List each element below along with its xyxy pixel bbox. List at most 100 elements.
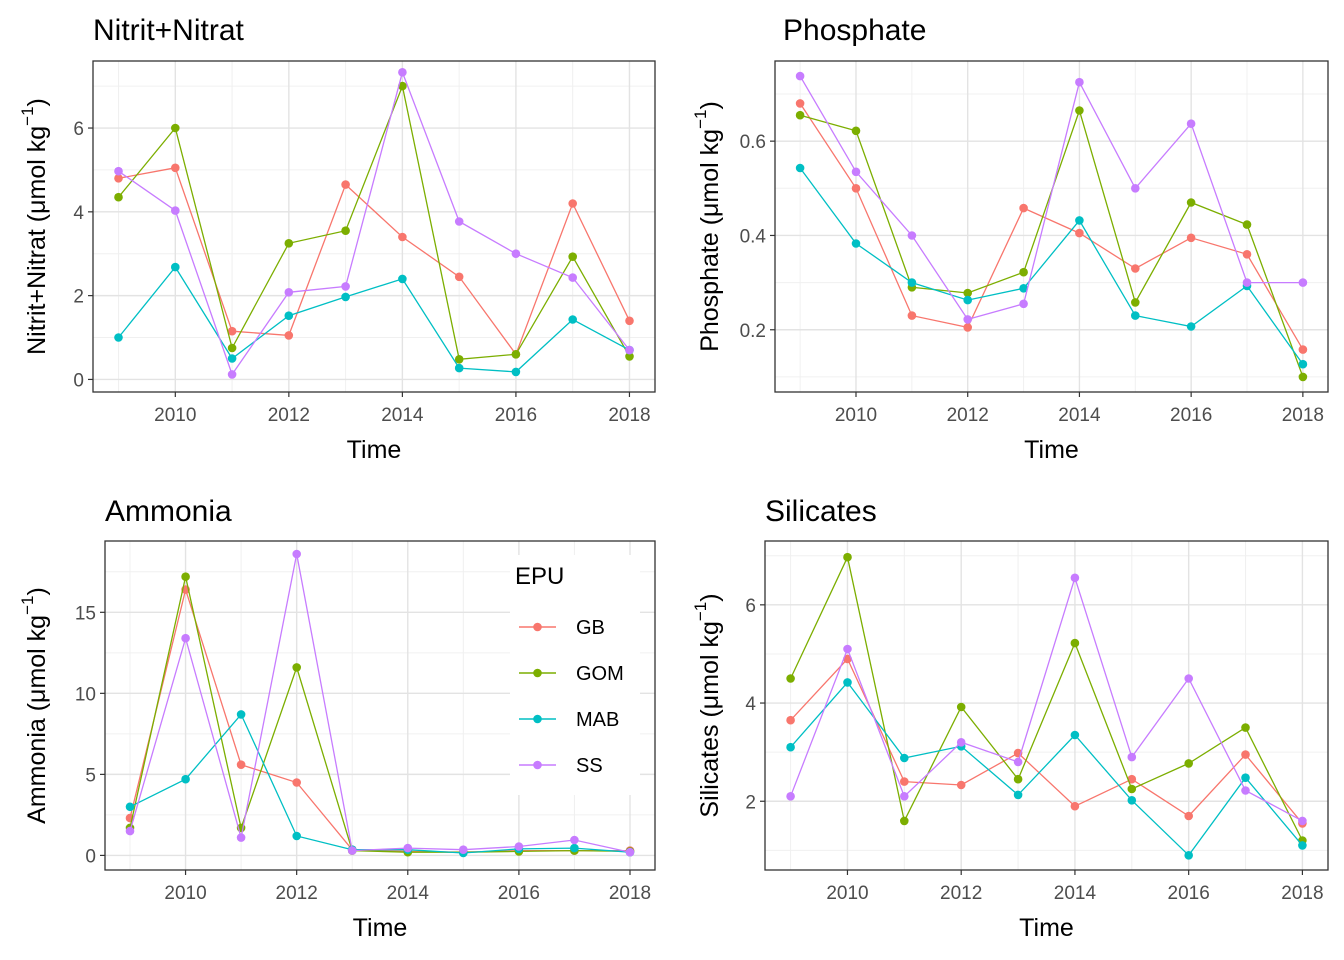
data-point-gb	[795, 99, 805, 108]
y-tick-label: 0.6	[740, 132, 766, 153]
plot-area	[775, 61, 1328, 392]
panel-nitrit-nitrat: 0 2 4 6 2010 2012 2014 2016 2018 Nitrit+Nitrat Tim…	[18, 14, 656, 464]
data-point-ss	[514, 842, 524, 851]
legend-label: SS	[576, 755, 603, 777]
data-point-ss	[341, 282, 350, 291]
data-point-gb	[292, 778, 302, 787]
plot-area	[93, 61, 655, 392]
data-point-mab	[114, 333, 123, 342]
data-point-ss	[403, 843, 413, 853]
data-point-mab	[570, 843, 579, 853]
data-point-gb	[786, 715, 795, 725]
y-tick-label: 6	[73, 119, 84, 140]
data-point-gb	[227, 326, 237, 336]
data-point-ss	[851, 167, 861, 177]
data-point-ss	[236, 833, 246, 842]
data-point-gom	[851, 126, 861, 136]
x-axis-title: Time	[1024, 436, 1079, 464]
data-point-mab	[900, 753, 909, 763]
x-tick-label: 2014	[1058, 405, 1101, 426]
data-point-mab	[1298, 359, 1308, 369]
data-point-gb	[236, 760, 246, 769]
data-point-gom	[511, 350, 521, 359]
data-point-mab	[851, 239, 861, 248]
panel-title: Ammonia	[105, 495, 232, 528]
data-point-ss	[459, 845, 468, 854]
y-axis-title: Silicates (μmol kg−1)	[691, 593, 724, 817]
data-point-mab	[1127, 796, 1137, 805]
panel-title: Phosphate	[783, 14, 926, 47]
data-point-ss	[795, 71, 805, 81]
x-axis-title: Time	[347, 436, 402, 464]
series-line-ss	[118, 70, 631, 376]
series-line-gom	[790, 555, 1303, 841]
panel-title: Nitrit+Nitrat	[93, 14, 245, 47]
data-point-ss	[454, 217, 464, 226]
data-point-gb	[843, 654, 852, 664]
series-line-ss	[789, 575, 1303, 822]
series-mab	[786, 678, 1307, 860]
legend-item-gom: GOM	[519, 663, 624, 685]
series-line-gom	[129, 576, 631, 853]
data-point-ss	[1241, 786, 1250, 795]
data-point-ss	[843, 644, 852, 654]
data-point-ss	[1075, 77, 1084, 87]
legend-item-mab: MAB	[519, 709, 619, 731]
legend-label: GB	[576, 617, 605, 639]
data-point-gom	[956, 702, 966, 712]
data-point-ss	[625, 847, 635, 857]
series-ss	[114, 68, 634, 379]
data-point-ss	[511, 249, 521, 258]
data-point-mab	[963, 295, 972, 305]
data-point-gom	[284, 239, 294, 248]
data-point-mab	[227, 354, 237, 363]
x-tick-label: 2010	[835, 405, 877, 426]
data-point-mab	[341, 292, 350, 302]
plot-area	[765, 541, 1328, 870]
data-point-ss	[956, 738, 966, 747]
data-point-gb	[625, 316, 634, 326]
data-point-mab	[1070, 730, 1080, 740]
data-point-gom	[181, 572, 190, 581]
data-point-ss	[125, 826, 135, 836]
data-point-gom	[227, 343, 237, 353]
data-point-gom	[568, 252, 577, 261]
data-point-gb	[114, 174, 123, 183]
data-point-gom	[1298, 372, 1308, 382]
data-point-ss	[1186, 119, 1196, 128]
data-point-mab	[171, 262, 180, 272]
legend-label: MAB	[576, 709, 619, 731]
series-gom	[114, 81, 634, 364]
x-tick-label: 2016	[498, 883, 540, 904]
data-point-gb	[398, 232, 407, 242]
data-point-gb	[1298, 345, 1308, 354]
data-point-mab	[795, 163, 805, 173]
legend-item-ss: SS	[519, 755, 603, 777]
panel-silicates: 2 4 6 2010 2012 2014 2016 2018 Silicates Time Sili…	[691, 495, 1329, 942]
data-point-gb	[1186, 233, 1196, 243]
data-point-ss	[292, 549, 302, 559]
series-line-ss	[129, 553, 631, 853]
series-line-gom	[117, 83, 631, 360]
data-point-ss	[1019, 299, 1028, 309]
x-tick-label: 2016	[1170, 405, 1212, 426]
y-tick-label: 10	[75, 684, 96, 705]
series-ss	[795, 71, 1308, 324]
data-point-gb	[1075, 228, 1084, 238]
data-point-ss	[1127, 752, 1137, 762]
legend: EPU GB GOM MAB SS	[510, 555, 640, 795]
data-point-gb	[1070, 801, 1080, 811]
data-point-gb	[1127, 774, 1137, 784]
x-axis-title: Time	[353, 914, 408, 942]
data-point-ss	[568, 273, 577, 282]
legend-key-point	[533, 668, 542, 678]
data-point-ss	[284, 288, 294, 297]
series-line-gb	[799, 103, 1304, 350]
x-tick-label: 2010	[164, 883, 206, 904]
data-point-gom	[1013, 774, 1023, 784]
series-gom	[786, 552, 1307, 845]
data-point-gom	[963, 288, 972, 298]
panel-border	[764, 540, 1329, 871]
series-line-mab	[790, 681, 1303, 857]
